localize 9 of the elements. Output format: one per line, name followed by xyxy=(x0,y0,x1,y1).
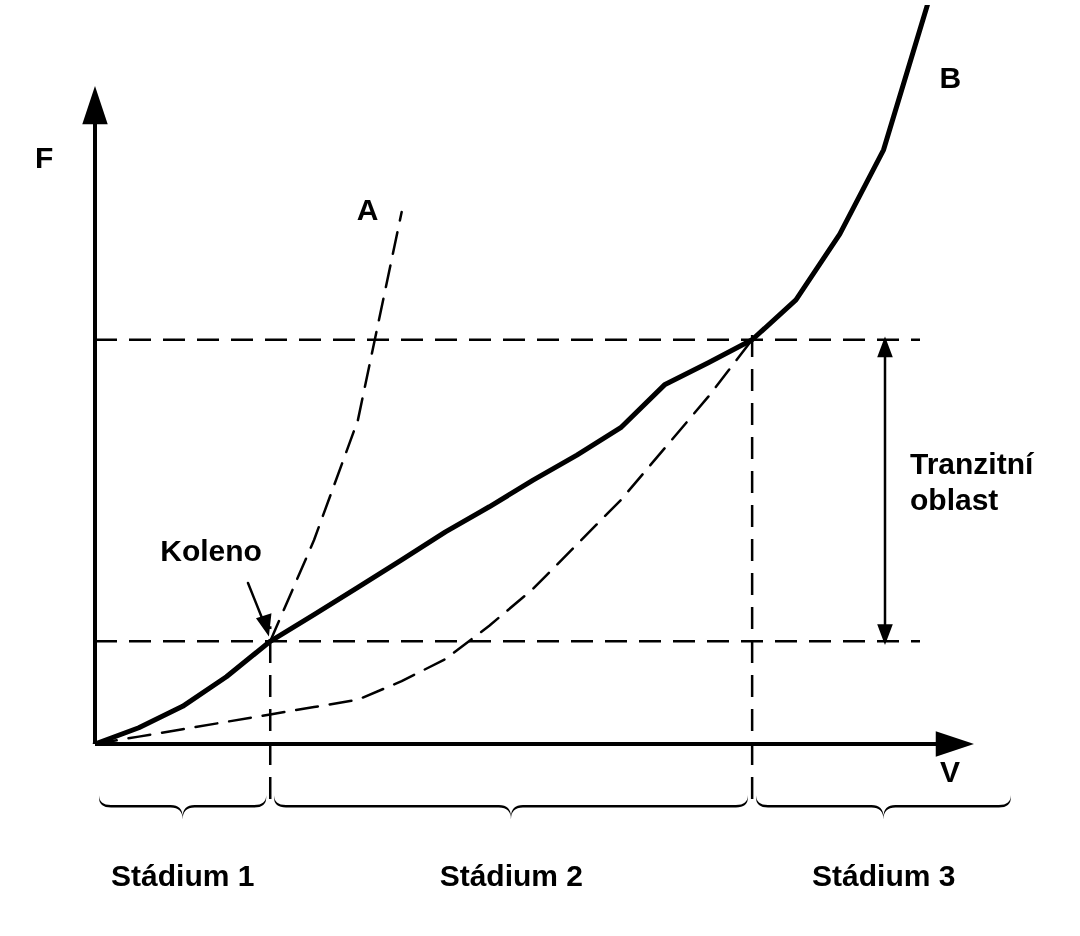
annotation: Tranzitní oblast xyxy=(910,445,1035,518)
series-label: B xyxy=(939,60,962,96)
text: Stádium 2 xyxy=(439,858,584,894)
text: Stádium 1 xyxy=(111,858,255,894)
annotation: Koleno xyxy=(160,533,262,570)
text: Stádium 3 xyxy=(812,858,956,894)
series-label: A xyxy=(356,191,379,228)
y-axis-title: F xyxy=(35,140,54,176)
x-axis-title: V xyxy=(940,754,961,790)
